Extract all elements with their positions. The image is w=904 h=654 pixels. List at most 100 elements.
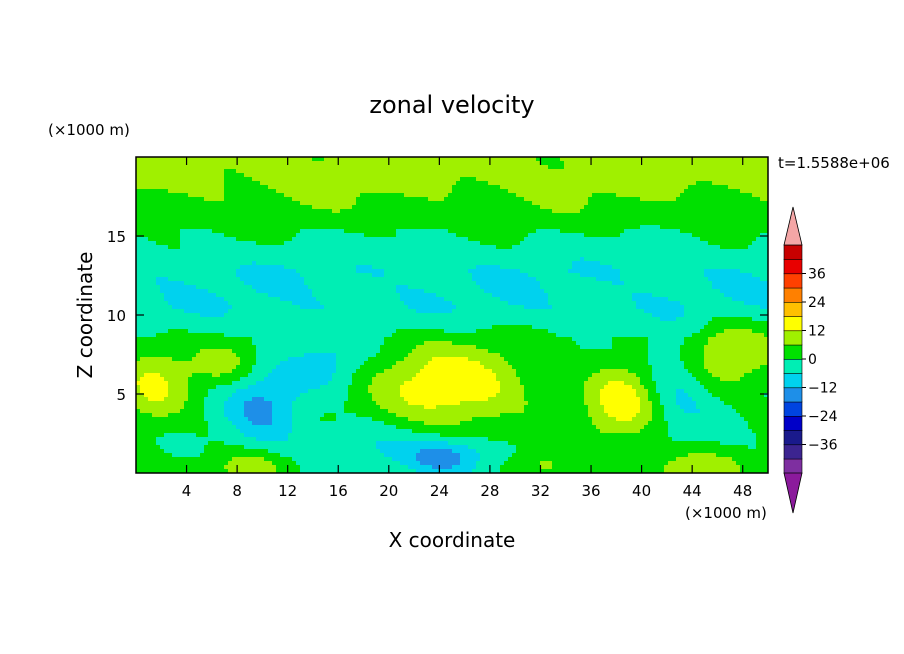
field-cell (724, 253, 729, 258)
field-cell (396, 205, 401, 210)
field-cell (216, 237, 221, 242)
field-cell (660, 169, 665, 174)
field-cell (500, 177, 505, 182)
field-cell (192, 181, 197, 186)
field-cell (656, 205, 661, 210)
field-cell (548, 225, 553, 230)
field-cell (272, 237, 277, 242)
field-cell (628, 249, 633, 254)
field-cell (220, 169, 225, 174)
field-cell (592, 241, 597, 246)
field-cell (292, 241, 297, 246)
field-cell (584, 225, 589, 230)
field-cell (524, 217, 529, 222)
field-cell (432, 169, 437, 174)
field-cell (140, 225, 145, 230)
field-cell (344, 281, 349, 286)
field-cell (408, 233, 413, 238)
field-cell (628, 209, 633, 214)
field-cell (592, 205, 597, 210)
field-cell (640, 265, 645, 270)
field-cell (596, 233, 601, 238)
field-cell (324, 273, 329, 278)
field-cell (208, 261, 213, 266)
field-cell (504, 197, 509, 202)
field-cell (664, 269, 669, 274)
field-cell (600, 273, 605, 278)
field-cell (656, 221, 661, 226)
field-cell (764, 201, 768, 206)
field-cell (220, 221, 225, 226)
field-cell (288, 185, 293, 190)
field-cell (756, 173, 761, 178)
field-cell (704, 201, 709, 206)
field-cell (684, 197, 689, 202)
field-cell (364, 253, 369, 258)
field-cell (636, 205, 641, 210)
field-cell (536, 221, 541, 226)
field-cell (136, 273, 141, 278)
field-cell (180, 193, 185, 198)
field-cell (224, 157, 229, 162)
field-cell (656, 245, 661, 250)
field-cell (436, 229, 441, 234)
field-cell (288, 217, 293, 222)
field-cell (364, 161, 369, 166)
field-cell (532, 193, 537, 198)
field-cell (740, 225, 745, 230)
field-cell (284, 221, 289, 226)
field-cell (408, 205, 413, 210)
field-cell (308, 269, 313, 274)
field-cell (720, 169, 725, 174)
field-cell (552, 181, 557, 186)
field-cell (412, 225, 417, 230)
field-cell (272, 169, 277, 174)
field-cell (436, 277, 441, 282)
field-cell (556, 217, 561, 222)
field-cell (380, 277, 385, 282)
field-cell (200, 277, 205, 282)
field-cell (212, 265, 217, 270)
field-cell (764, 213, 768, 218)
field-cell (232, 249, 237, 254)
field-cell (384, 185, 389, 190)
field-cell (592, 265, 597, 270)
field-cell (400, 253, 405, 258)
field-cell (240, 185, 245, 190)
field-cell (152, 229, 157, 234)
field-cell (628, 173, 633, 178)
field-cell (320, 269, 325, 274)
field-cell (452, 217, 457, 222)
field-cell (712, 213, 717, 218)
field-cell (496, 253, 501, 258)
field-cell (380, 177, 385, 182)
field-cell (204, 213, 209, 218)
field-cell (348, 241, 353, 246)
field-cell (396, 193, 401, 198)
field-cell (480, 229, 485, 234)
field-cell (424, 193, 429, 198)
field-cell (236, 253, 241, 258)
field-cell (376, 269, 381, 274)
field-cell (732, 221, 737, 226)
field-cell (556, 261, 561, 266)
field-cell (720, 161, 725, 166)
field-cell (408, 161, 413, 166)
field-cell (280, 257, 285, 262)
field-cell (712, 253, 717, 258)
field-cell (676, 241, 681, 246)
field-cell (376, 209, 381, 214)
field-cell (392, 193, 397, 198)
field-cell (712, 185, 717, 190)
field-cell (520, 157, 525, 162)
field-cell (616, 169, 621, 174)
field-cell (428, 193, 433, 198)
field-cell (552, 177, 557, 182)
field-cell (148, 273, 153, 278)
field-cell (240, 157, 245, 162)
field-cell (692, 181, 697, 186)
field-cell (416, 245, 421, 250)
field-cell (476, 181, 481, 186)
field-cell (220, 273, 225, 278)
field-cell (228, 189, 233, 194)
